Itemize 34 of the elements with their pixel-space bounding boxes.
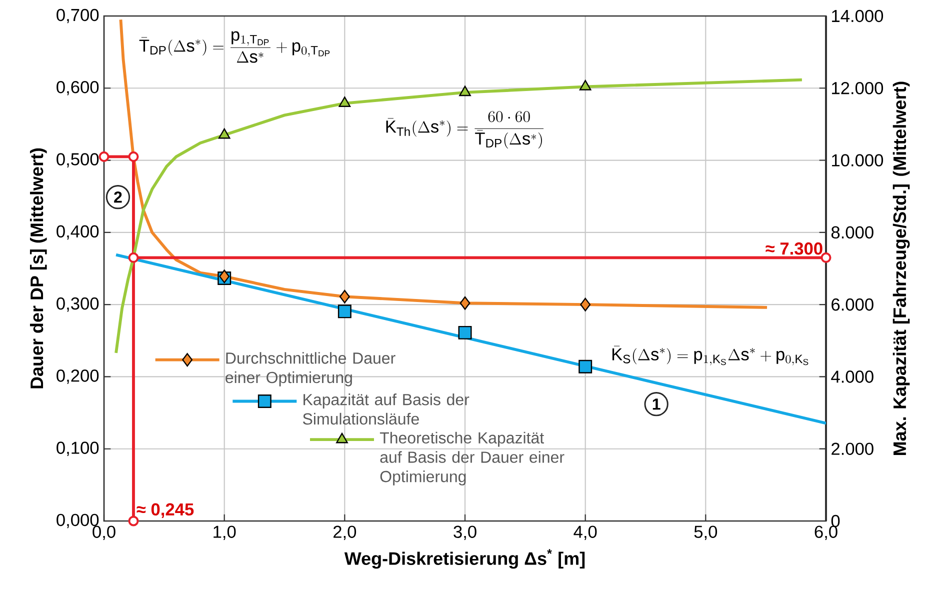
y2-tick-label: 4.000 [831,370,874,383]
x-tick-label: 3,0 [454,526,476,540]
y-tick-label: 0,400 [56,225,99,240]
x-tick-label: 2,0 [334,526,356,540]
y2-tick-label: 6.000 [832,298,874,311]
x-tick-label: 1,0 [214,526,236,540]
y-tick-label: 0,700 [56,8,99,24]
annotation: $\bar{\mathrm{T}}_{\mathrm{DP}}(\Delta \mathrm{s}^{*}) = \frac{\mathrm{p}_{1,\mathrm{T}_{\mathrm{DP}}}}{\Delta \mathrm{s}^{*}} + \mathrm{p}_{0,\mathrm{T}_{\mathrm{DP}}}$ [139,31,330,63]
y2-axis-title: Max. Kapazität [Fahrzeuge/Std.] (Mittelwert) [892,82,910,455]
y-tick-label: 0,100 [56,442,99,456]
y-tick-label: 0,600 [56,80,99,96]
y-tick-label: 0,200 [56,370,99,384]
legend-label: Kapazität auf Basis der Simulationsläufe [302,394,470,425]
y2-tick-label: 8.000 [831,226,874,239]
y2-tick-label: 2.000 [832,442,874,455]
x-axis-title: Weg-Diskretisierung Δs$^{*}$ [m] [344,549,585,569]
y-tick-label: 0,500 [56,153,99,168]
x-tick-label: 6,0 [814,526,838,540]
x-tick-label: 5,0 [694,526,718,540]
y-tick-label: 0,300 [56,297,99,312]
annotation: ≈ 0,245 [136,503,194,518]
legend-label: Durchschnittliche Dauer einer Optimierung [226,352,396,386]
x-tick-label: 4,0 [574,526,597,540]
y2-tick-label: 12.000 [832,82,884,94]
y-axis-title: Dauer der DP [s] (Mittelwert) [30,148,47,388]
annotation: 1 [652,398,660,410]
annotation: $\bar{\mathrm{K}}_{\mathrm{S}}(\Delta \mathrm{s}^{*}) = \mathrm{p}_{1,\mathrm{K}_{\mathrm{S}}}\Delta \mathrm{s}^{*} + \mathrm{p}_{0,\mathrm{K}_{\mathrm{S}}}$ [612,346,808,366]
legend-label: Theoretische Kapazität auf Basis der Dauer einer Optimierung [380,432,564,486]
annotation: ≈ 7.300 [766,242,822,255]
y2-tick-label: 14.000 [832,10,884,22]
y2-tick-label: 0 [831,514,840,528]
annotation: $\bar{\mathrm{K}}_{\mathrm{Th}}(\Delta \mathrm{s}^{*}) = \frac{60 \cdot 60}{\bar{\mathrm{T}}_{\mathrm{DP}}(\Delta \mathrm{s}^{*})}$ [386,111,544,149]
y2-tick-label: 10.000 [832,154,884,166]
annotation: 2 [114,191,122,203]
